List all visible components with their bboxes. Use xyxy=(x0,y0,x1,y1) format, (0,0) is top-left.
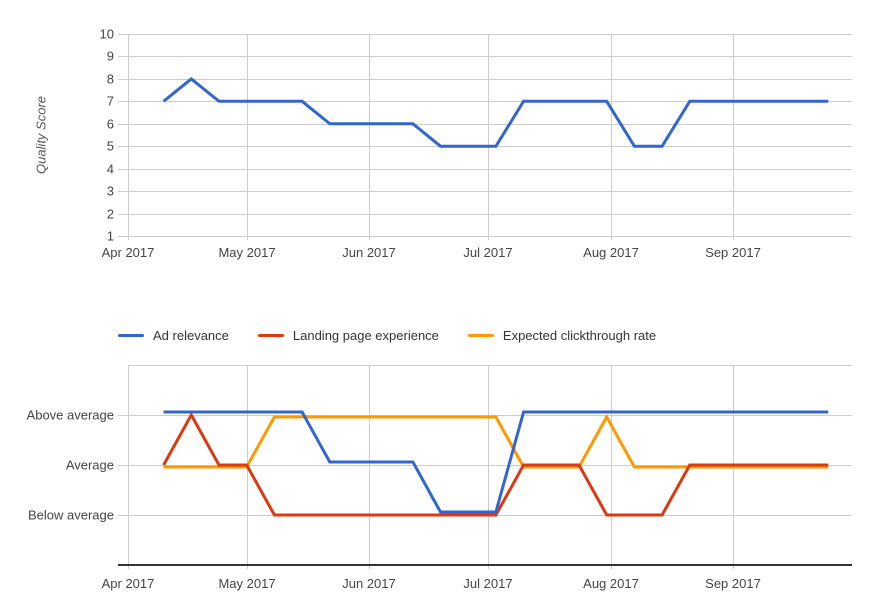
y-tick-label: 4 xyxy=(107,162,114,177)
y-tick-label: 6 xyxy=(107,117,114,132)
x-tick-label: Jul 2017 xyxy=(463,576,512,591)
legend-label-landing-page-experience: Landing page experience xyxy=(292,328,439,343)
x-tick-label: Jul 2017 xyxy=(463,245,512,260)
y-tick-label: Below average xyxy=(28,508,114,523)
y-tick-label: 5 xyxy=(107,139,114,154)
y-tick-label: 9 xyxy=(107,49,114,64)
legend-label-expected-clickthrough-rate: Expected clickthrough rate xyxy=(502,328,657,343)
series-line-quality-score[interactable] xyxy=(162,76,829,148)
legend-swatch-ad-relevance xyxy=(118,334,144,337)
legend-item-expected-clickthrough-rate[interactable]: Expected clickthrough rate xyxy=(467,328,657,343)
legend: Ad relevance Landing page experience Exp… xyxy=(118,328,656,343)
x-tick-label: May 2017 xyxy=(218,576,275,591)
y-tick-label: Average xyxy=(66,458,114,473)
x-tick-label: Sep 2017 xyxy=(705,245,761,260)
series-line-ad-relevance[interactable] xyxy=(163,410,829,514)
y-tick-label: 1 xyxy=(107,229,114,244)
x-tick-label: Aug 2017 xyxy=(583,245,639,260)
legend-swatch-expected-clickthrough-rate xyxy=(467,334,494,337)
x-tick-label: Jun 2017 xyxy=(342,245,396,260)
series-line-expected-clickthrough-rate[interactable] xyxy=(163,413,829,469)
legend-label-ad-relevance: Ad relevance xyxy=(153,328,229,343)
x-tick-label: Apr 2017 xyxy=(102,245,155,260)
y-tick-label: 3 xyxy=(107,184,114,199)
legend-swatch-landing-page-experience xyxy=(257,334,284,337)
y-tick-label: 7 xyxy=(107,94,114,109)
legend-item-landing-page-experience[interactable]: Landing page experience xyxy=(257,328,439,343)
series-line-landing-page-experience[interactable] xyxy=(162,411,829,517)
y-axis-title: Quality Score xyxy=(33,95,49,175)
y-tick-label: 8 xyxy=(107,72,114,87)
x-tick-label: Apr 2017 xyxy=(102,576,155,591)
x-tick-label: Sep 2017 xyxy=(705,576,761,591)
legend-item-ad-relevance[interactable]: Ad relevance xyxy=(118,328,229,343)
y-tick-label: Above average xyxy=(27,408,114,423)
x-tick-label: May 2017 xyxy=(218,245,275,260)
x-tick-label: Jun 2017 xyxy=(342,576,396,591)
y-tick-label: 10 xyxy=(100,27,114,42)
x-tick-label: Aug 2017 xyxy=(583,576,639,591)
y-tick-label: 2 xyxy=(107,207,114,222)
